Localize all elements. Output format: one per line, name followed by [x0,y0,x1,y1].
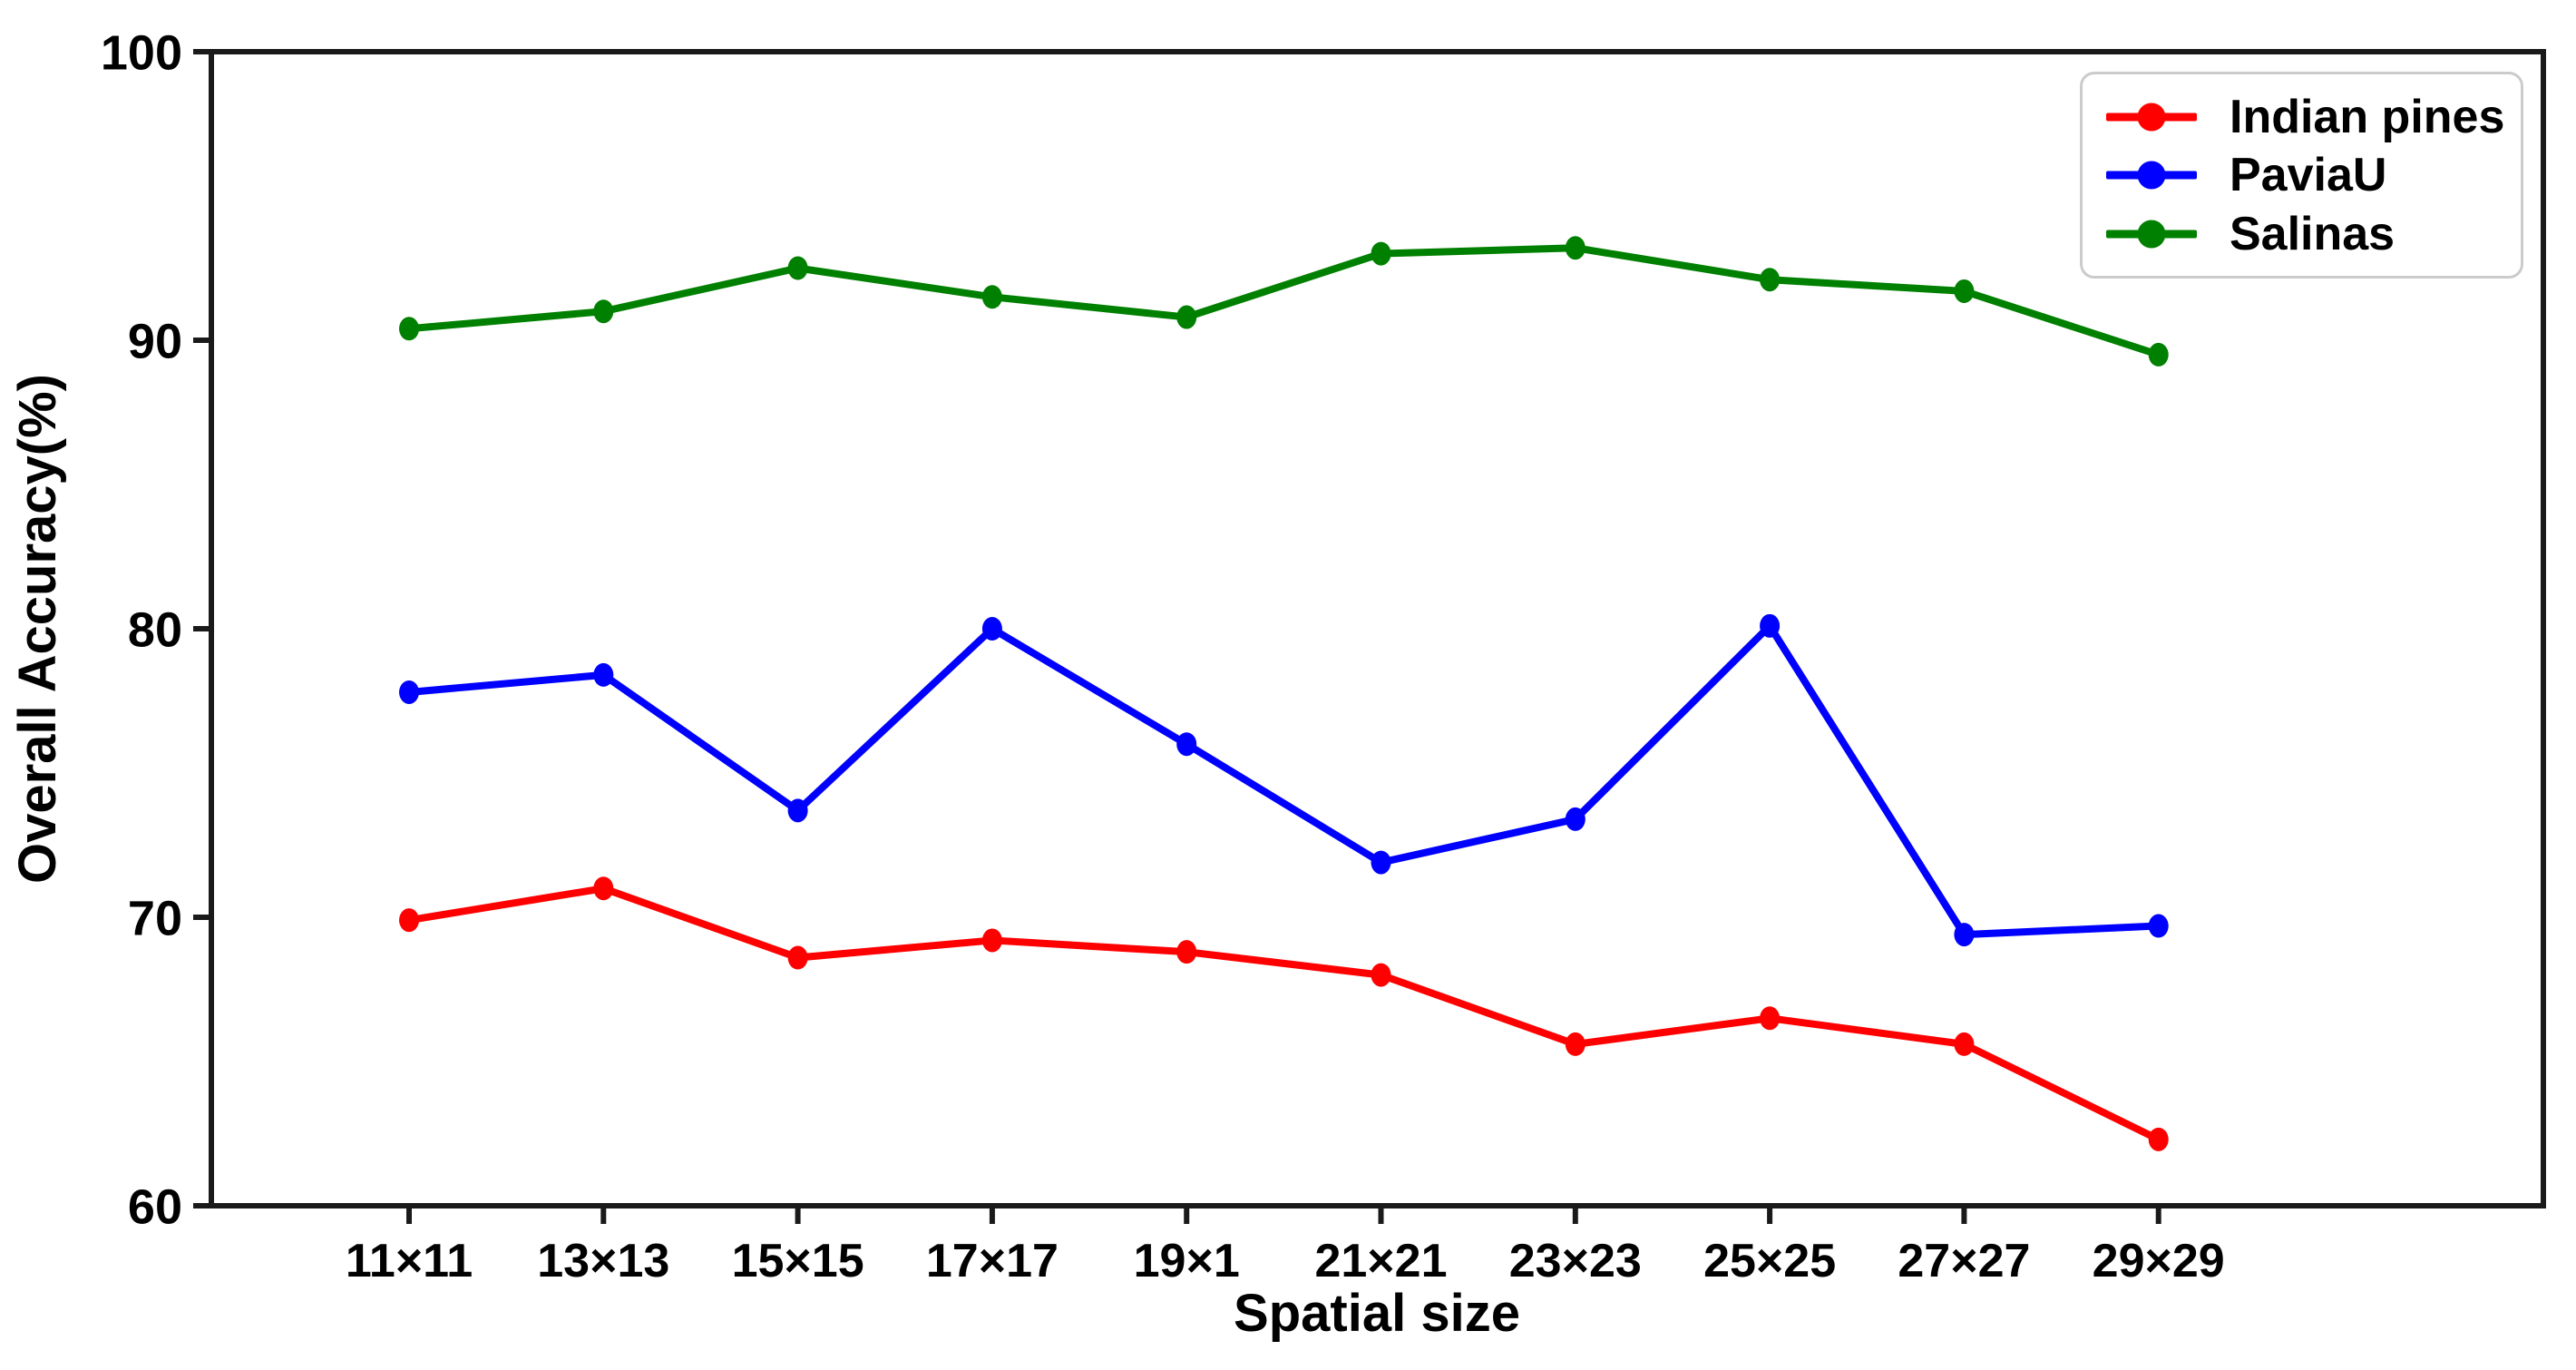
data-point-paviau-7 [1565,807,1586,831]
legend-line-dot-icon [2106,219,2197,250]
x-tick-label: 21×21 [1314,1235,1447,1287]
data-point-paviau-4 [981,617,1002,641]
data-point-salinas-1 [399,317,419,341]
data-point-indian-pines-4 [981,928,1002,953]
data-point-salinas-6 [1371,241,1391,266]
legend-label-paviau: PaviaU [2230,149,2387,201]
data-point-paviau-2 [593,662,614,687]
data-point-salinas-10 [2148,342,2169,367]
y-tick-label: 90 [128,314,182,368]
legend-line-dot-icon [2106,160,2197,191]
data-point-indian-pines-8 [1760,1006,1781,1031]
data-point-indian-pines-2 [593,876,614,901]
y-tick-label: 60 [128,1179,182,1234]
data-point-salinas-7 [1565,236,1586,260]
legend-label-salinas: Salinas [2230,207,2395,260]
y-tick-label: 80 [128,602,182,657]
data-point-indian-pines-9 [1954,1032,1975,1056]
data-point-indian-pines-7 [1565,1032,1586,1056]
data-point-indian-pines-5 [1176,940,1197,964]
data-point-salinas-4 [981,285,1002,309]
x-tick-label: 17×17 [926,1235,1059,1287]
series-line-salinas [405,244,2162,358]
legend-entry-salinas: Salinas [2106,210,2512,258]
legend-entry-indian-pines: Indian pines [2106,93,2512,141]
y-axis-title: Overall Accuracy(%) [8,373,67,885]
legend-line-dot-icon [2106,102,2197,132]
data-point-indian-pines-1 [399,908,419,933]
x-tick-label: 11×11 [346,1235,473,1287]
data-point-salinas-5 [1176,305,1197,329]
series-line-paviau [405,621,2162,939]
x-tick-label: 27×27 [1898,1235,2030,1287]
data-point-indian-pines-6 [1371,963,1391,987]
x-tick-label: 29×29 [2093,1235,2225,1287]
data-point-paviau-3 [787,798,808,823]
legend: Indian pines PaviaU Salinas [2080,72,2523,279]
x-tick-label: 19×1 [1134,1235,1240,1287]
data-point-salinas-9 [1954,279,1975,303]
x-tick-label: 15×15 [732,1235,864,1287]
legend-entry-paviau: PaviaU [2106,152,2512,199]
data-point-indian-pines-3 [787,945,808,970]
series-line-indian-pines [405,885,2162,1143]
x-tick-label: 23×23 [1509,1235,1642,1287]
x-axis-title: Spatial size [1234,1284,1520,1343]
data-point-salinas-8 [1760,268,1781,292]
x-tick-label: 25×25 [1703,1235,1836,1287]
data-point-paviau-6 [1371,850,1391,875]
y-tick-label: 100 [101,25,182,80]
data-point-paviau-8 [1760,613,1781,638]
data-point-paviau-5 [1176,732,1197,757]
x-tick-label: 13×13 [537,1235,669,1287]
legend-label-indian-pines: Indian pines [2230,90,2505,143]
data-point-paviau-1 [399,680,419,704]
data-point-salinas-3 [787,256,808,280]
data-point-salinas-2 [593,299,614,324]
data-point-indian-pines-10 [2148,1127,2169,1151]
y-tick-label: 70 [128,891,182,945]
data-point-paviau-9 [1954,923,1975,947]
data-point-paviau-10 [2148,914,2169,938]
